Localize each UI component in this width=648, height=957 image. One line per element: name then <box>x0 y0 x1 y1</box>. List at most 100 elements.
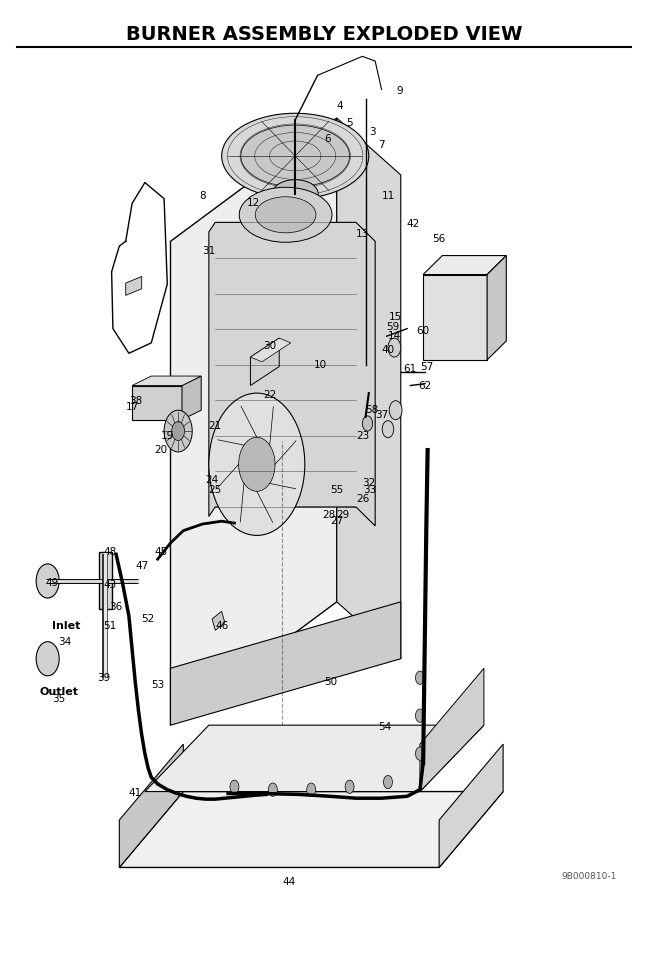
Text: 13: 13 <box>356 229 369 238</box>
Circle shape <box>382 421 394 437</box>
Polygon shape <box>420 668 484 791</box>
Text: 54: 54 <box>378 722 391 732</box>
Polygon shape <box>487 256 506 360</box>
Ellipse shape <box>241 125 349 187</box>
Text: 14: 14 <box>388 331 401 342</box>
Polygon shape <box>250 338 291 362</box>
Text: 49: 49 <box>45 578 59 588</box>
Text: 24: 24 <box>205 476 218 485</box>
Polygon shape <box>250 338 279 386</box>
Circle shape <box>415 671 424 684</box>
Text: 9: 9 <box>396 86 403 97</box>
Text: 55: 55 <box>330 485 343 495</box>
Polygon shape <box>119 745 183 867</box>
Text: 20: 20 <box>154 445 167 455</box>
Polygon shape <box>145 725 484 791</box>
Text: 11: 11 <box>381 190 395 201</box>
Text: 35: 35 <box>52 694 65 703</box>
Circle shape <box>36 642 59 676</box>
Text: 46: 46 <box>215 620 228 631</box>
Polygon shape <box>209 222 375 526</box>
Text: 45: 45 <box>154 547 168 558</box>
Polygon shape <box>182 376 201 420</box>
Polygon shape <box>212 612 225 631</box>
Polygon shape <box>132 386 182 420</box>
Text: 40: 40 <box>382 345 395 355</box>
Text: 61: 61 <box>404 365 417 374</box>
Polygon shape <box>337 118 400 658</box>
Text: 33: 33 <box>364 485 376 495</box>
Circle shape <box>307 783 316 796</box>
Text: 60: 60 <box>417 326 430 337</box>
Polygon shape <box>99 552 111 610</box>
Text: 6: 6 <box>324 134 330 144</box>
Text: 51: 51 <box>103 620 117 631</box>
Text: 57: 57 <box>420 362 433 371</box>
Text: 3: 3 <box>369 127 375 137</box>
Circle shape <box>238 437 275 491</box>
Text: 39: 39 <box>97 673 110 682</box>
Text: 34: 34 <box>58 636 71 647</box>
Text: 47: 47 <box>135 561 148 570</box>
Text: 7: 7 <box>378 140 385 149</box>
Text: 12: 12 <box>247 198 260 209</box>
Text: 28: 28 <box>322 509 335 520</box>
Text: 4: 4 <box>337 100 343 111</box>
Text: 27: 27 <box>330 516 343 526</box>
Text: 9B000810-1: 9B000810-1 <box>562 873 617 881</box>
Circle shape <box>209 393 305 535</box>
Text: 44: 44 <box>282 877 295 887</box>
Text: 62: 62 <box>419 381 432 390</box>
Polygon shape <box>132 376 201 386</box>
Circle shape <box>164 411 192 452</box>
Text: 8: 8 <box>199 190 206 201</box>
Circle shape <box>268 783 277 796</box>
Text: 50: 50 <box>324 678 337 687</box>
Circle shape <box>345 780 354 793</box>
Polygon shape <box>170 602 400 725</box>
Text: 25: 25 <box>209 485 222 495</box>
Text: 48: 48 <box>103 547 117 558</box>
Text: 30: 30 <box>263 341 276 350</box>
Polygon shape <box>126 277 142 296</box>
Circle shape <box>230 780 239 793</box>
Circle shape <box>384 775 393 789</box>
Text: 38: 38 <box>129 395 142 406</box>
Text: 23: 23 <box>356 431 369 441</box>
Circle shape <box>415 709 424 723</box>
Text: 36: 36 <box>110 602 122 612</box>
Text: 42: 42 <box>407 219 420 230</box>
Polygon shape <box>119 791 503 867</box>
Text: 37: 37 <box>375 410 388 420</box>
Text: 43: 43 <box>103 580 117 590</box>
Text: Outlet: Outlet <box>40 687 78 697</box>
Polygon shape <box>423 275 487 360</box>
Polygon shape <box>423 256 506 275</box>
Circle shape <box>362 416 373 431</box>
Text: 29: 29 <box>336 509 350 520</box>
Text: 52: 52 <box>141 613 155 624</box>
Text: 53: 53 <box>151 680 165 690</box>
Text: 31: 31 <box>202 246 216 256</box>
Polygon shape <box>170 118 337 725</box>
Text: 59: 59 <box>386 322 400 332</box>
Text: 5: 5 <box>346 118 353 127</box>
Text: 22: 22 <box>263 390 276 400</box>
Ellipse shape <box>222 113 369 199</box>
Circle shape <box>389 401 402 420</box>
Circle shape <box>388 338 400 357</box>
Text: 58: 58 <box>365 405 378 415</box>
Text: 56: 56 <box>432 234 446 244</box>
Circle shape <box>172 422 185 440</box>
Text: 15: 15 <box>389 312 402 323</box>
Text: Inlet: Inlet <box>52 620 80 631</box>
Text: 17: 17 <box>126 402 139 412</box>
Text: 32: 32 <box>362 478 375 488</box>
Text: 41: 41 <box>129 789 142 798</box>
Ellipse shape <box>272 180 318 208</box>
Ellipse shape <box>239 188 332 242</box>
Text: 26: 26 <box>356 495 369 504</box>
Text: 21: 21 <box>209 421 222 432</box>
Text: BURNER ASSEMBLY EXPLODED VIEW: BURNER ASSEMBLY EXPLODED VIEW <box>126 25 522 44</box>
Circle shape <box>415 747 424 760</box>
